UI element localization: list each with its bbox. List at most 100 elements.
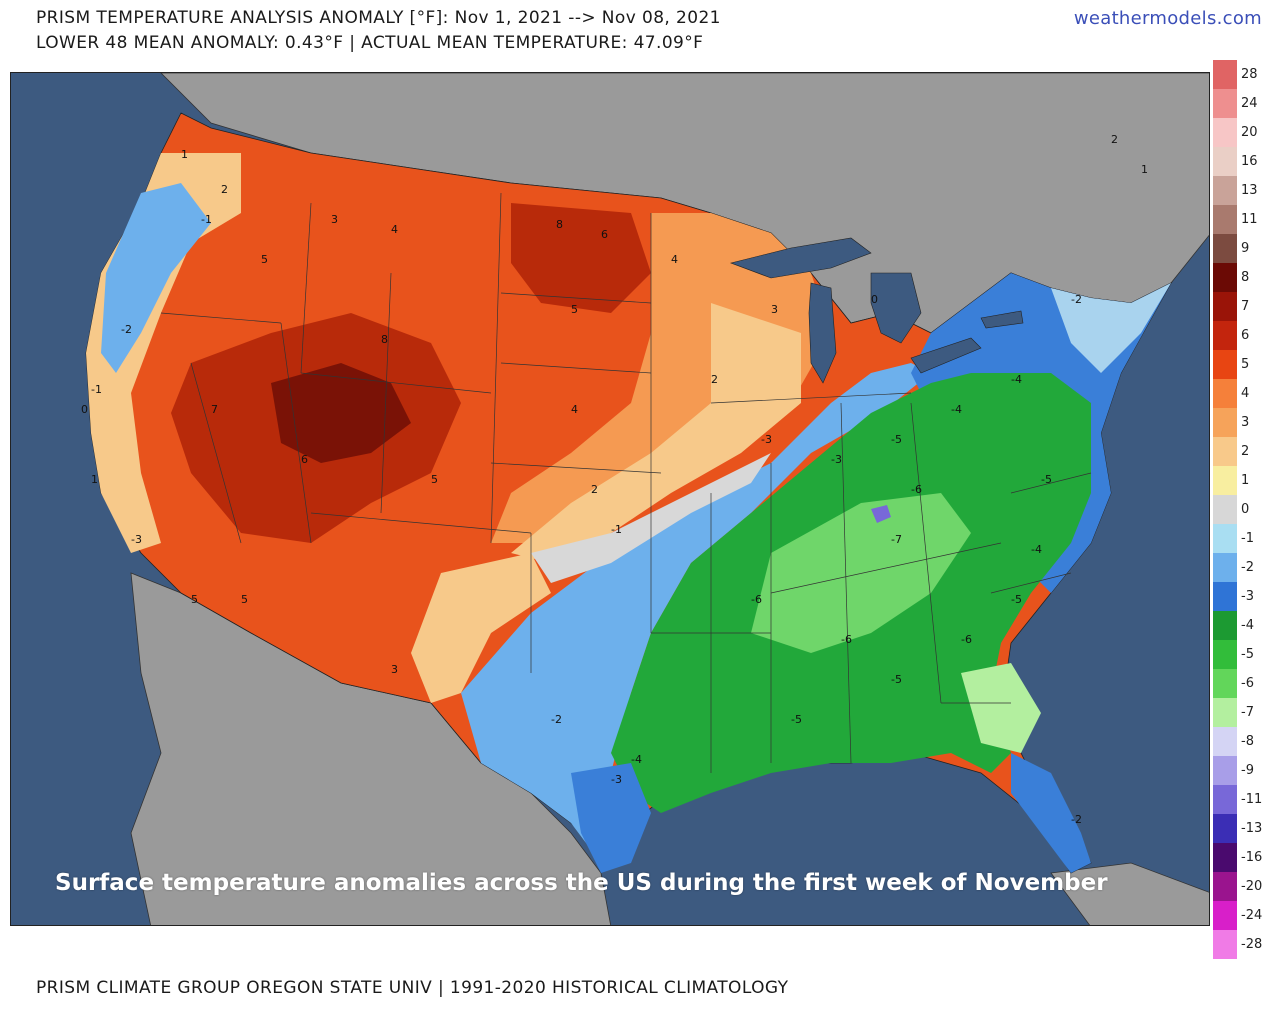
map-value-label: 4 [671,253,678,266]
legend-label: 2 [1241,444,1250,459]
map-value-label: 2 [221,183,228,196]
legend-label: -13 [1241,821,1263,836]
map-value-label: -3 [131,533,142,546]
legend-swatch [1213,640,1237,669]
legend-row: 6 [1213,321,1273,350]
cool-coast [101,183,211,373]
legend-swatch [1213,263,1237,292]
map-value-label: -6 [841,633,852,646]
lake-michigan [808,282,837,384]
legend-swatch [1213,785,1237,814]
legend-swatch [1213,611,1237,640]
legend-swatch [1213,669,1237,698]
cool-texas-coast [571,763,651,873]
cool-light-ne [1051,283,1171,373]
legend-row: 2 [1213,437,1273,466]
legend-label: 4 [1241,386,1250,401]
warm-pale-plains [511,303,801,563]
legend-row: 13 [1213,176,1273,205]
legend-row: -5 [1213,640,1273,669]
lake-superior [729,237,872,279]
legend-label: -6 [1241,676,1254,691]
legend-label: -2 [1241,560,1254,575]
legend-swatch [1213,524,1237,553]
map-value-label: -5 [891,433,902,446]
lake-huron [870,272,922,344]
map-value-label: -4 [1011,373,1022,386]
legend-swatch [1213,408,1237,437]
legend-row: 11 [1213,205,1273,234]
legend-row: -2 [1213,553,1273,582]
legend-label: -24 [1241,908,1263,923]
legend-swatch [1213,350,1237,379]
legend-label: 6 [1241,328,1250,343]
map-value-label: 5 [571,303,578,316]
map-value-label: 0 [81,403,88,416]
warm-core-nd [511,203,651,313]
legend-label: 1 [1241,473,1250,488]
legend-row: -7 [1213,698,1273,727]
lake-ontario [980,310,1024,329]
map-value-label: 2 [591,483,598,496]
map-value-label: -1 [91,383,102,396]
legend-swatch [1213,843,1237,872]
legend-swatch [1213,60,1237,89]
brand-link[interactable]: weathermodels.com [1073,8,1262,29]
legend-row: 7 [1213,292,1273,321]
map-value-label: -7 [891,533,902,546]
map-value-label: -3 [761,433,772,446]
legend-label: 0 [1241,502,1250,517]
legend-row: 24 [1213,89,1273,118]
legend-swatch [1213,930,1237,959]
legend-row: 1 [1213,466,1273,495]
legend-label: 8 [1241,270,1250,285]
map-value-label: -4 [631,753,642,766]
legend-label: 28 [1241,67,1258,82]
map-value-label: 3 [771,303,778,316]
legend-row: -24 [1213,901,1273,930]
legend-swatch [1213,872,1237,901]
legend-label: -7 [1241,705,1254,720]
legend-label: -9 [1241,763,1254,778]
map-value-label: -6 [751,593,762,606]
legend-row: 5 [1213,350,1273,379]
legend-swatch [1213,89,1237,118]
cool-band [461,363,931,863]
map-value-label: 5 [431,473,438,486]
legend-label: 13 [1241,183,1258,198]
legend-swatch [1213,756,1237,785]
legend-label: -11 [1241,792,1263,807]
legend-row: 0 [1213,495,1273,524]
map-value-label: 5 [191,593,198,606]
legend-swatch [1213,582,1237,611]
legend-row: 9 [1213,234,1273,263]
legend-swatch [1213,321,1237,350]
map-value-label: 1 [1141,163,1148,176]
map-value-label: -4 [1031,543,1042,556]
map-value-label: -1 [201,213,212,226]
legend-row: -1 [1213,524,1273,553]
legend-row: -6 [1213,669,1273,698]
map-value-label: -3 [611,773,622,786]
legend-row: 20 [1213,118,1273,147]
map-value-label: -5 [891,673,902,686]
legend-row: -11 [1213,785,1273,814]
legend-swatch [1213,292,1237,321]
legend-row: 16 [1213,147,1273,176]
map-value-label: 5 [261,253,268,266]
map-value-label: -2 [1071,813,1082,826]
legend-swatch [1213,466,1237,495]
legend-swatch [1213,379,1237,408]
map-value-label: -5 [1011,593,1022,606]
map-value-label: 2 [1111,133,1118,146]
legend-label: 20 [1241,125,1258,140]
map-value-label: 6 [601,228,608,241]
legend-row: -4 [1213,611,1273,640]
map-value-label: 5 [241,593,248,606]
map-value-label: 1 [181,148,188,161]
legend-row: 28 [1213,60,1273,89]
title-line-1: PRISM TEMPERATURE ANALYSIS ANOMALY [°F]:… [36,8,721,28]
legend-row: -8 [1213,727,1273,756]
legend-swatch [1213,118,1237,147]
legend-label: 9 [1241,241,1250,256]
